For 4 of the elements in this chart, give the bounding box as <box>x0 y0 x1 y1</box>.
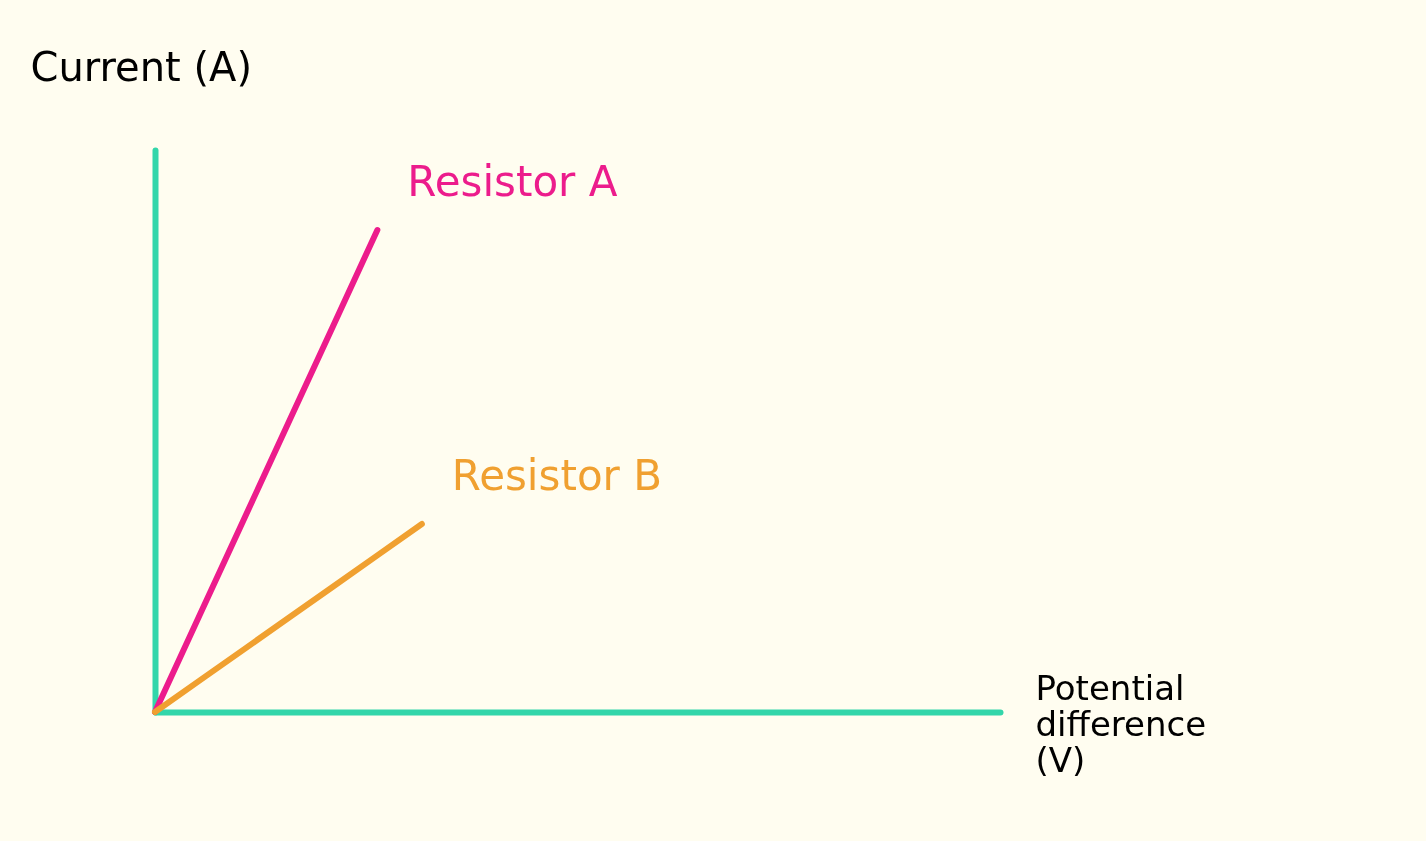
series-label: Resistor A <box>407 157 618 206</box>
series-label: Resistor B <box>451 451 663 501</box>
x-axis-title: Potential difference (V) <box>1035 667 1207 780</box>
y-axis-title: Current (A) <box>30 43 253 90</box>
